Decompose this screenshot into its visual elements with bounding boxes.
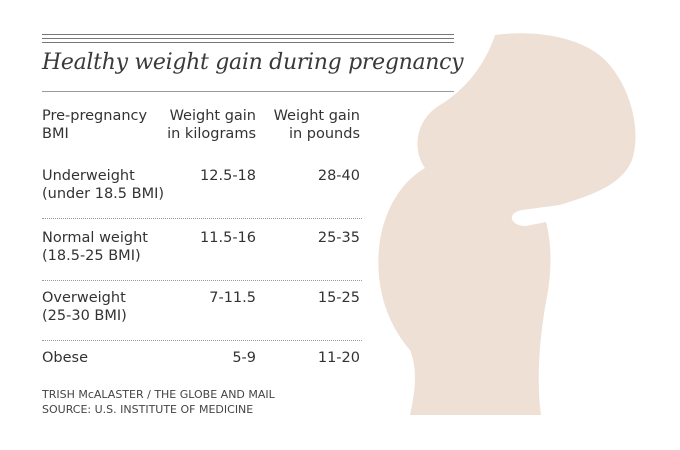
column-header: Weight gain [273, 108, 360, 124]
cell-lb: 28-40 [317, 168, 360, 184]
cell-lb: 25-35 [317, 230, 360, 246]
row-separator [42, 280, 362, 281]
row-separator [42, 218, 362, 219]
row-label: Overweight [42, 290, 126, 306]
cell-lb: 11-20 [317, 350, 360, 366]
column-header: in pounds [288, 126, 360, 142]
cell-kg: 5-9 [232, 350, 256, 366]
row-label: Underweight [42, 168, 135, 184]
rule [42, 42, 454, 43]
column-header: in kilograms [167, 126, 256, 142]
row-label: (under 18.5 BMI) [42, 186, 165, 202]
title: Healthy weight gain during pregnancy [42, 50, 464, 75]
rule [42, 34, 454, 35]
rule [42, 91, 454, 92]
row-label: (25-30 BMI) [42, 308, 127, 324]
rule [42, 38, 454, 39]
credit: TRISH McALASTER / THE GLOBE AND MAIL [42, 388, 275, 401]
row-separator [42, 340, 362, 341]
row-label: Obese [42, 350, 89, 366]
source: SOURCE: U.S. INSTITUTE OF MEDICINE [42, 403, 254, 416]
column-header: Pre-pregnancy [42, 108, 148, 124]
pregnant-silhouette [378, 33, 636, 415]
cell-kg: 12.5-18 [200, 168, 256, 184]
row-label: (18.5-25 BMI) [42, 248, 141, 264]
cell-kg: 11.5-16 [200, 230, 256, 246]
column-header: BMI [42, 126, 69, 142]
column-header: Weight gain [169, 108, 256, 124]
row-label: Normal weight [42, 230, 148, 246]
cell-lb: 15-25 [317, 290, 360, 306]
cell-kg: 7-11.5 [209, 290, 256, 306]
